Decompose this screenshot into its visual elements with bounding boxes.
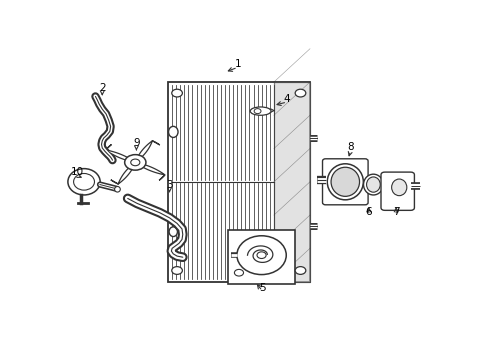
Ellipse shape	[327, 164, 364, 200]
Polygon shape	[111, 162, 135, 184]
Circle shape	[257, 252, 266, 258]
Text: 10: 10	[71, 167, 84, 177]
Text: 7: 7	[393, 207, 399, 217]
Circle shape	[234, 269, 244, 276]
Text: 5: 5	[259, 283, 266, 293]
Ellipse shape	[367, 177, 380, 192]
Bar	[274, 82, 310, 282]
Circle shape	[172, 89, 182, 97]
FancyBboxPatch shape	[381, 172, 415, 210]
Circle shape	[124, 155, 146, 170]
Circle shape	[295, 89, 306, 97]
Text: 9: 9	[133, 138, 140, 148]
Ellipse shape	[392, 179, 407, 196]
Ellipse shape	[364, 174, 383, 195]
Ellipse shape	[237, 236, 286, 275]
Bar	[168, 82, 310, 282]
Ellipse shape	[169, 227, 177, 237]
Ellipse shape	[254, 109, 261, 114]
Text: 6: 6	[366, 207, 372, 217]
Text: 4: 4	[284, 94, 291, 104]
Polygon shape	[106, 144, 135, 162]
Text: 1: 1	[235, 59, 241, 69]
Ellipse shape	[68, 168, 100, 195]
Ellipse shape	[331, 167, 360, 196]
Ellipse shape	[169, 126, 178, 138]
Text: 2: 2	[99, 82, 105, 93]
Circle shape	[131, 159, 140, 166]
Text: 3: 3	[166, 180, 173, 190]
FancyBboxPatch shape	[322, 159, 368, 205]
Ellipse shape	[115, 186, 121, 192]
Circle shape	[295, 267, 306, 274]
Ellipse shape	[250, 107, 271, 115]
Polygon shape	[135, 162, 165, 180]
Text: 8: 8	[347, 142, 354, 152]
Polygon shape	[135, 141, 160, 162]
Circle shape	[172, 267, 182, 274]
Ellipse shape	[74, 174, 95, 190]
Bar	[228, 230, 295, 284]
